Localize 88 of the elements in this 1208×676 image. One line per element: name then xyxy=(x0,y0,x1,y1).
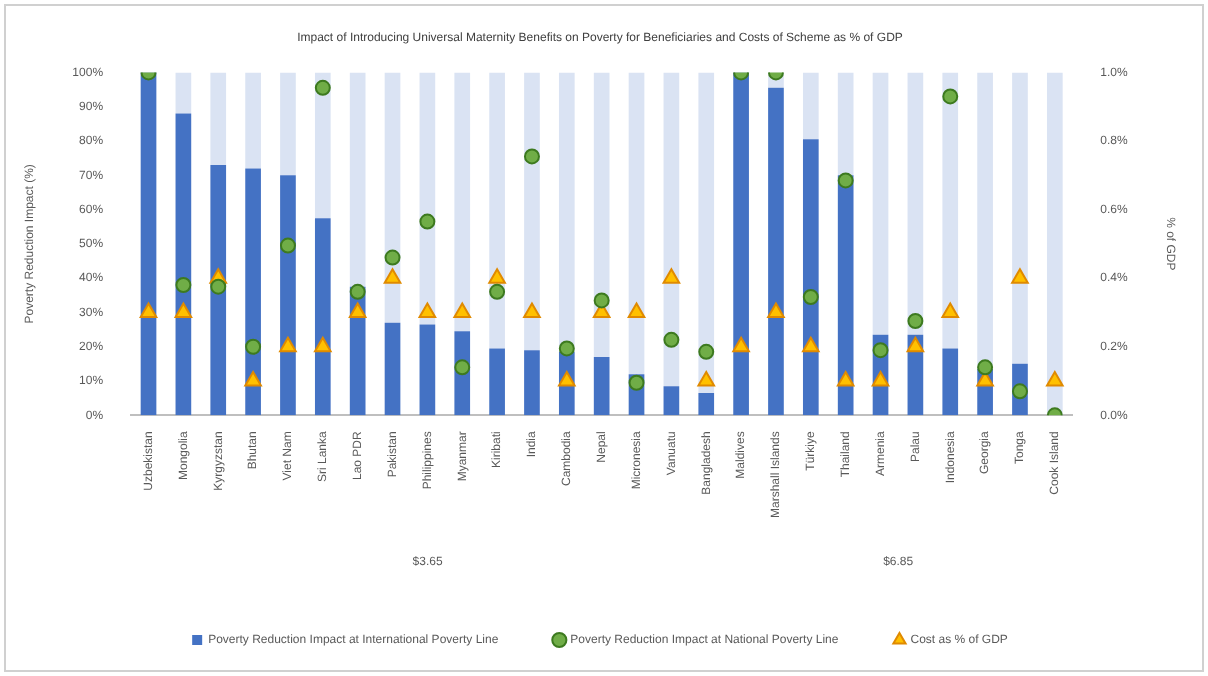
point xyxy=(488,268,506,284)
point xyxy=(558,371,576,387)
bar xyxy=(314,72,331,219)
point xyxy=(767,302,785,318)
bar xyxy=(942,348,959,416)
bar xyxy=(628,72,645,375)
point xyxy=(558,340,575,357)
bar xyxy=(419,324,436,416)
point xyxy=(906,336,925,353)
point xyxy=(628,374,645,391)
point xyxy=(732,336,750,353)
bar xyxy=(245,72,261,169)
bar xyxy=(524,72,540,351)
bar xyxy=(454,72,471,332)
point xyxy=(698,343,715,360)
bar xyxy=(663,386,680,416)
point xyxy=(907,313,924,329)
point xyxy=(523,302,541,318)
point xyxy=(174,302,193,318)
point xyxy=(489,283,506,300)
bar xyxy=(524,350,540,416)
bar xyxy=(802,139,819,416)
point xyxy=(872,342,889,359)
bar xyxy=(210,164,227,416)
bar xyxy=(384,322,401,416)
point xyxy=(349,283,366,300)
point xyxy=(663,331,680,348)
point xyxy=(662,268,681,284)
bar xyxy=(907,72,924,335)
bar xyxy=(593,72,610,358)
bar xyxy=(1046,72,1063,416)
point xyxy=(244,371,262,387)
bar xyxy=(942,72,959,349)
bar xyxy=(489,348,505,416)
point xyxy=(836,371,855,387)
point xyxy=(1011,268,1029,284)
point xyxy=(245,338,262,355)
bar xyxy=(837,175,854,416)
bar xyxy=(280,175,296,416)
bar xyxy=(558,72,575,352)
point xyxy=(523,148,540,165)
bar xyxy=(280,72,296,176)
bar xyxy=(768,87,784,416)
point xyxy=(1046,371,1064,387)
point xyxy=(454,359,471,376)
point xyxy=(1011,383,1028,400)
point xyxy=(941,302,960,318)
bar xyxy=(175,72,192,114)
bar xyxy=(872,72,889,335)
point xyxy=(593,292,610,309)
point xyxy=(384,249,401,266)
point xyxy=(279,237,296,254)
bar xyxy=(489,72,505,349)
point xyxy=(837,172,854,189)
point xyxy=(697,371,716,387)
point xyxy=(175,277,192,293)
bar xyxy=(140,72,157,416)
point xyxy=(802,336,820,353)
point xyxy=(977,359,994,376)
bar xyxy=(175,113,192,416)
point xyxy=(314,336,332,353)
bar xyxy=(593,357,610,416)
bar xyxy=(698,393,715,416)
bar xyxy=(733,72,749,416)
point xyxy=(139,302,158,318)
point xyxy=(383,268,402,284)
point xyxy=(453,302,472,318)
point xyxy=(871,371,890,387)
bar xyxy=(698,72,715,394)
point xyxy=(348,302,367,318)
point xyxy=(210,278,227,295)
point xyxy=(942,88,959,105)
bar xyxy=(349,72,366,287)
point xyxy=(314,79,331,96)
point xyxy=(419,213,436,230)
point xyxy=(802,289,819,305)
bar xyxy=(977,72,993,370)
point xyxy=(627,302,646,318)
bar xyxy=(210,72,227,165)
bar xyxy=(245,168,261,416)
bar xyxy=(419,72,436,325)
bar xyxy=(663,72,680,387)
point xyxy=(279,336,297,353)
point xyxy=(418,302,437,318)
bar xyxy=(1012,72,1028,364)
bar xyxy=(314,218,331,416)
bar xyxy=(802,72,819,140)
bar xyxy=(837,72,854,176)
